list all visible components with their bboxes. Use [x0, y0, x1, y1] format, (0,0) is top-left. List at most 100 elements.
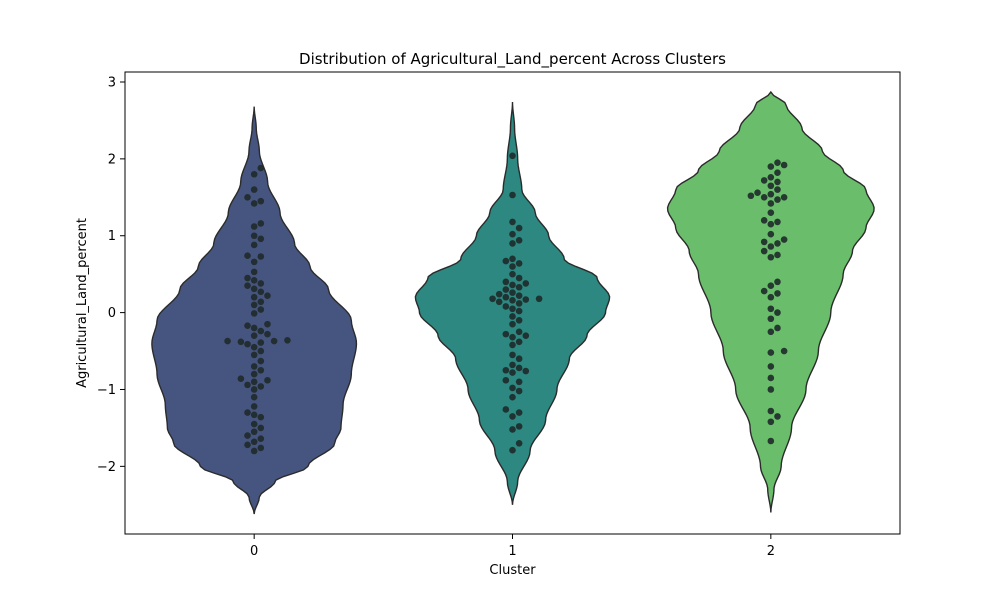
data-point-cluster-0	[264, 376, 271, 384]
data-point-cluster-1	[495, 298, 503, 306]
data-point-cluster-1	[502, 330, 510, 338]
data-point-cluster-2	[767, 200, 775, 207]
data-point-cluster-1	[509, 230, 516, 238]
data-point-cluster-0	[250, 378, 258, 386]
data-point-cluster-0	[250, 370, 258, 378]
data-point-cluster-0	[264, 292, 271, 300]
data-point-cluster-1	[509, 240, 516, 247]
data-point-cluster-1	[509, 320, 516, 328]
data-point-cluster-0	[250, 403, 258, 410]
y-tick-label: 0	[108, 306, 116, 321]
data-point-cluster-1	[515, 307, 523, 315]
violin-cluster-2	[666, 90, 875, 513]
data-point-cluster-0	[250, 301, 258, 309]
data-point-cluster-2	[767, 407, 775, 415]
data-point-cluster-2	[767, 363, 775, 370]
data-point-cluster-2	[774, 278, 781, 286]
data-point-cluster-2	[760, 177, 768, 184]
data-point-cluster-0	[250, 223, 258, 230]
y-tick-label: 3	[108, 75, 116, 90]
data-point-cluster-0	[250, 186, 258, 193]
data-point-cluster-2	[780, 236, 788, 243]
data-point-cluster-0	[257, 298, 265, 306]
data-point-cluster-1	[509, 333, 516, 341]
data-point-cluster-2	[767, 163, 775, 170]
data-point-cluster-2	[767, 305, 775, 313]
data-point-cluster-1	[509, 281, 516, 289]
data-point-cluster-1	[509, 384, 516, 392]
data-point-cluster-1	[509, 263, 516, 270]
data-point-cluster-0	[250, 438, 258, 446]
data-point-cluster-2	[774, 251, 781, 259]
data-point-cluster-2	[767, 253, 775, 261]
x-tick-label: 1	[508, 544, 516, 559]
data-point-cluster-1	[515, 439, 523, 447]
data-point-cluster-2	[767, 374, 775, 382]
data-point-cluster-2	[767, 437, 775, 445]
data-point-cluster-1	[515, 237, 523, 244]
data-point-cluster-2	[767, 174, 775, 181]
data-point-cluster-1	[515, 283, 523, 291]
data-point-cluster-0	[250, 285, 258, 293]
data-point-cluster-1	[502, 257, 510, 265]
data-point-cluster-0	[237, 375, 245, 383]
data-point-cluster-0	[257, 280, 265, 287]
data-point-cluster-0	[250, 258, 258, 266]
data-point-cluster-2	[760, 194, 768, 201]
data-point-cluster-1	[495, 290, 503, 298]
data-point-cluster-0	[270, 337, 278, 345]
data-point-cluster-0	[257, 197, 265, 205]
data-point-cluster-0	[250, 293, 258, 301]
data-point-cluster-1	[509, 393, 516, 401]
y-tick-label: −1	[97, 383, 116, 398]
data-point-cluster-0	[250, 310, 258, 317]
data-point-cluster-2	[774, 159, 781, 167]
data-point-cluster-0	[250, 343, 258, 351]
data-point-cluster-1	[515, 364, 523, 372]
data-point-cluster-1	[502, 366, 510, 374]
data-point-cluster-0	[257, 253, 265, 260]
data-point-cluster-0	[257, 435, 265, 442]
data-point-cluster-0	[244, 194, 251, 201]
data-point-cluster-1	[509, 413, 516, 420]
data-point-cluster-0	[244, 441, 251, 449]
data-point-cluster-0	[250, 386, 258, 393]
data-point-cluster-2	[767, 209, 775, 216]
data-point-cluster-2	[780, 347, 788, 355]
data-point-cluster-0	[257, 383, 265, 390]
data-point-cluster-1	[509, 305, 516, 313]
data-point-cluster-1	[509, 152, 516, 160]
data-point-cluster-1	[509, 191, 516, 199]
data-point-cluster-1	[515, 317, 523, 324]
x-tick-label: 2	[767, 544, 775, 559]
data-point-cluster-0	[224, 337, 231, 345]
data-point-cluster-2	[767, 418, 775, 426]
data-point-cluster-1	[489, 295, 496, 303]
data-point-cluster-2	[760, 247, 768, 255]
data-point-cluster-2	[747, 192, 755, 200]
data-point-cluster-2	[760, 238, 768, 246]
data-point-cluster-0	[250, 232, 258, 240]
data-point-cluster-1	[509, 270, 516, 278]
data-point-cluster-0	[257, 327, 265, 335]
data-point-cluster-0	[257, 413, 265, 421]
data-point-cluster-0	[250, 411, 258, 419]
data-point-cluster-0	[264, 320, 271, 328]
data-point-cluster-1	[515, 328, 523, 336]
data-point-cluster-1	[509, 351, 516, 359]
data-point-cluster-1	[535, 295, 543, 303]
data-point-cluster-2	[767, 282, 775, 290]
data-point-cluster-2	[767, 220, 775, 228]
data-point-cluster-2	[760, 287, 768, 295]
data-point-cluster-0	[244, 340, 251, 348]
data-point-cluster-0	[257, 288, 265, 296]
data-point-cluster-2	[774, 413, 781, 420]
data-point-cluster-0	[250, 447, 258, 455]
data-point-cluster-2	[774, 186, 781, 193]
data-point-cluster-0	[244, 381, 251, 389]
data-point-cluster-0	[250, 363, 258, 370]
data-point-cluster-2	[774, 218, 781, 226]
data-point-cluster-1	[515, 274, 523, 282]
data-point-cluster-0	[244, 282, 251, 290]
